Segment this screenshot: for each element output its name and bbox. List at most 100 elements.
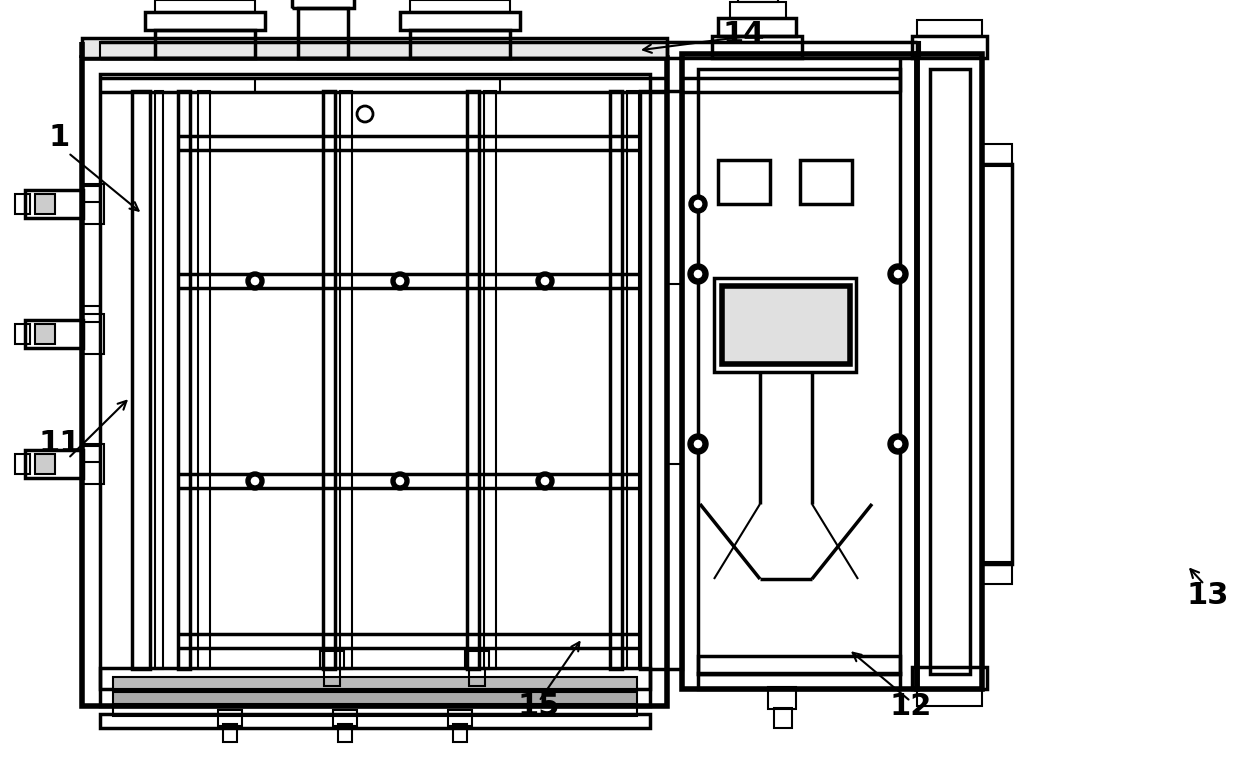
Circle shape (888, 264, 908, 284)
Bar (113, 704, 637, 716)
Circle shape (688, 434, 707, 454)
Bar (712, 36, 802, 58)
Circle shape (392, 472, 409, 490)
Circle shape (357, 106, 373, 122)
Circle shape (893, 439, 903, 449)
Bar (339, 91, 352, 669)
Bar (113, 677, 637, 689)
Bar (800, 160, 852, 204)
Circle shape (536, 272, 554, 290)
Bar (453, 724, 467, 742)
Bar (917, 54, 983, 689)
Circle shape (688, 264, 707, 284)
Bar (722, 286, 850, 364)
Circle shape (893, 269, 903, 279)
Bar (333, 710, 357, 726)
Bar (82, 306, 100, 322)
Bar (218, 710, 242, 726)
Bar (467, 91, 479, 669)
Text: 15: 15 (518, 692, 560, 721)
Bar (155, 0, 255, 12)
Circle shape (689, 195, 707, 213)
Bar (155, 30, 255, 58)
Circle shape (693, 269, 703, 279)
Bar (82, 38, 667, 58)
Text: 13: 13 (1187, 581, 1229, 610)
Bar (983, 164, 1012, 564)
Circle shape (392, 272, 409, 290)
Circle shape (395, 276, 405, 286)
Bar (917, 688, 983, 706)
Bar (82, 186, 100, 202)
Bar (912, 36, 987, 58)
Bar (133, 91, 150, 669)
Bar (100, 42, 921, 58)
Bar (627, 91, 639, 669)
Bar (82, 446, 100, 462)
Circle shape (395, 476, 405, 486)
Bar (400, 12, 520, 30)
Bar (155, 91, 164, 669)
Circle shape (247, 272, 264, 290)
Bar (198, 91, 209, 669)
Bar (641, 91, 681, 669)
Bar (113, 692, 637, 704)
Circle shape (536, 472, 554, 490)
Circle shape (888, 434, 908, 454)
Bar (320, 651, 344, 669)
Bar (35, 454, 55, 474)
Bar (338, 724, 352, 742)
Bar (82, 314, 104, 354)
Bar (35, 194, 55, 214)
Bar (100, 74, 650, 689)
Bar (465, 651, 489, 669)
Text: 12: 12 (890, 692, 932, 721)
Bar (325, 668, 339, 686)
Bar (698, 656, 900, 674)
Bar (35, 324, 55, 344)
Bar (15, 454, 30, 474)
Circle shape (250, 276, 260, 286)
Bar (681, 54, 917, 689)
Circle shape (693, 439, 703, 449)
Bar (25, 320, 83, 348)
Bar (983, 562, 1012, 584)
Bar (15, 194, 30, 214)
Bar (717, 160, 769, 204)
Bar (82, 184, 104, 224)
Bar (698, 673, 900, 689)
Text: 1: 1 (48, 123, 71, 152)
Bar (470, 668, 484, 686)
Bar (714, 278, 856, 372)
Bar (100, 668, 650, 706)
Bar (930, 69, 970, 674)
Bar (223, 724, 237, 742)
Bar (82, 444, 104, 484)
Bar (449, 710, 472, 726)
Bar (410, 30, 510, 58)
Bar (292, 0, 354, 8)
Bar (717, 18, 795, 36)
Bar (145, 12, 265, 30)
Bar (410, 0, 510, 12)
Bar (768, 687, 795, 709)
Bar (983, 144, 1012, 166)
Bar (912, 667, 987, 689)
Bar (610, 91, 622, 669)
Bar (698, 69, 900, 674)
Circle shape (693, 199, 703, 209)
Bar (484, 91, 496, 669)
Bar (100, 714, 650, 728)
Text: 11: 11 (38, 429, 81, 458)
Text: 14: 14 (722, 20, 764, 49)
Bar (738, 0, 778, 2)
Bar (299, 8, 348, 58)
Circle shape (247, 472, 264, 490)
Bar (730, 2, 786, 18)
Bar (15, 324, 30, 344)
Circle shape (250, 476, 260, 486)
Circle shape (540, 476, 550, 486)
Bar (82, 58, 667, 706)
Circle shape (540, 276, 550, 286)
Bar (917, 20, 983, 36)
